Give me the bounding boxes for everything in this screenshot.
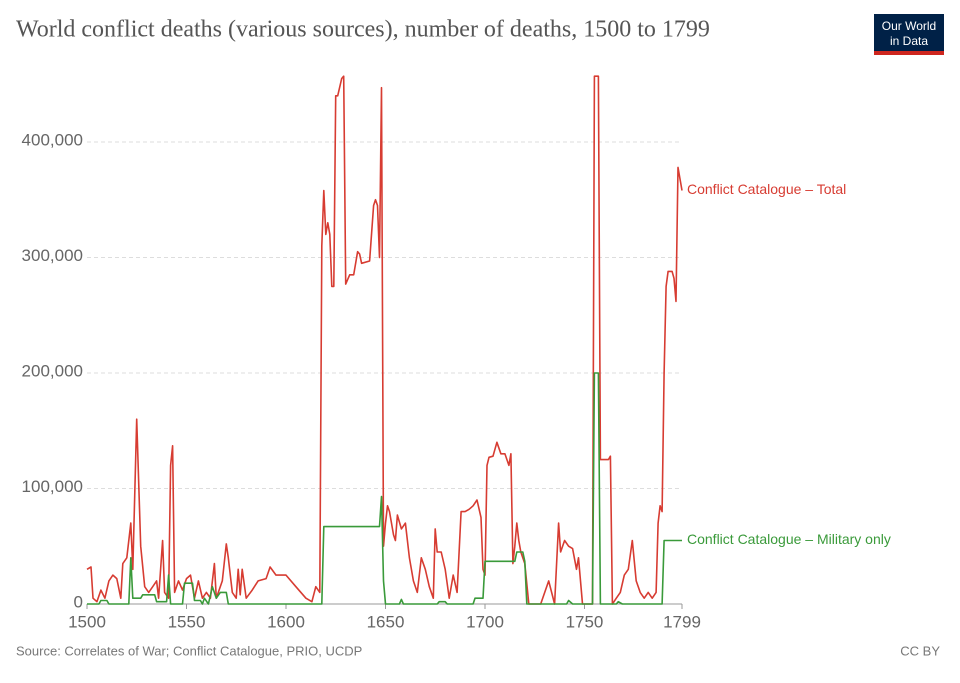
license: CC BY (900, 643, 940, 658)
x-tick-label: 1700 (466, 612, 504, 631)
logo-box (874, 14, 944, 54)
y-tick-label: 400,000 (22, 130, 83, 149)
y-tick-label: 100,000 (22, 477, 83, 496)
series-line (86, 75, 683, 605)
y-tick-label: 300,000 (22, 246, 83, 265)
x-tick-label: 1650 (367, 612, 405, 631)
x-tick-label: 1550 (168, 612, 206, 631)
y-tick-label: 0 (74, 592, 83, 611)
logo-text: in Data (890, 34, 928, 48)
x-tick-label: 1750 (566, 612, 604, 631)
y-tick-label: 200,000 (22, 361, 83, 380)
legend-label: Conflict Catalogue – Total (687, 181, 846, 197)
series-line (87, 372, 682, 605)
x-tick-label: 1600 (267, 612, 305, 631)
x-tick-label: 1500 (68, 612, 106, 631)
chart-title: World conflict deaths (various sources),… (16, 17, 710, 43)
logo-text: Our World (882, 19, 936, 33)
logo-bar (874, 51, 944, 55)
source-note: Source: Correlates of War; Conflict Cata… (16, 643, 362, 658)
x-tick-label: 1799 (663, 612, 701, 631)
legend-label: Conflict Catalogue – Military only (687, 531, 891, 547)
